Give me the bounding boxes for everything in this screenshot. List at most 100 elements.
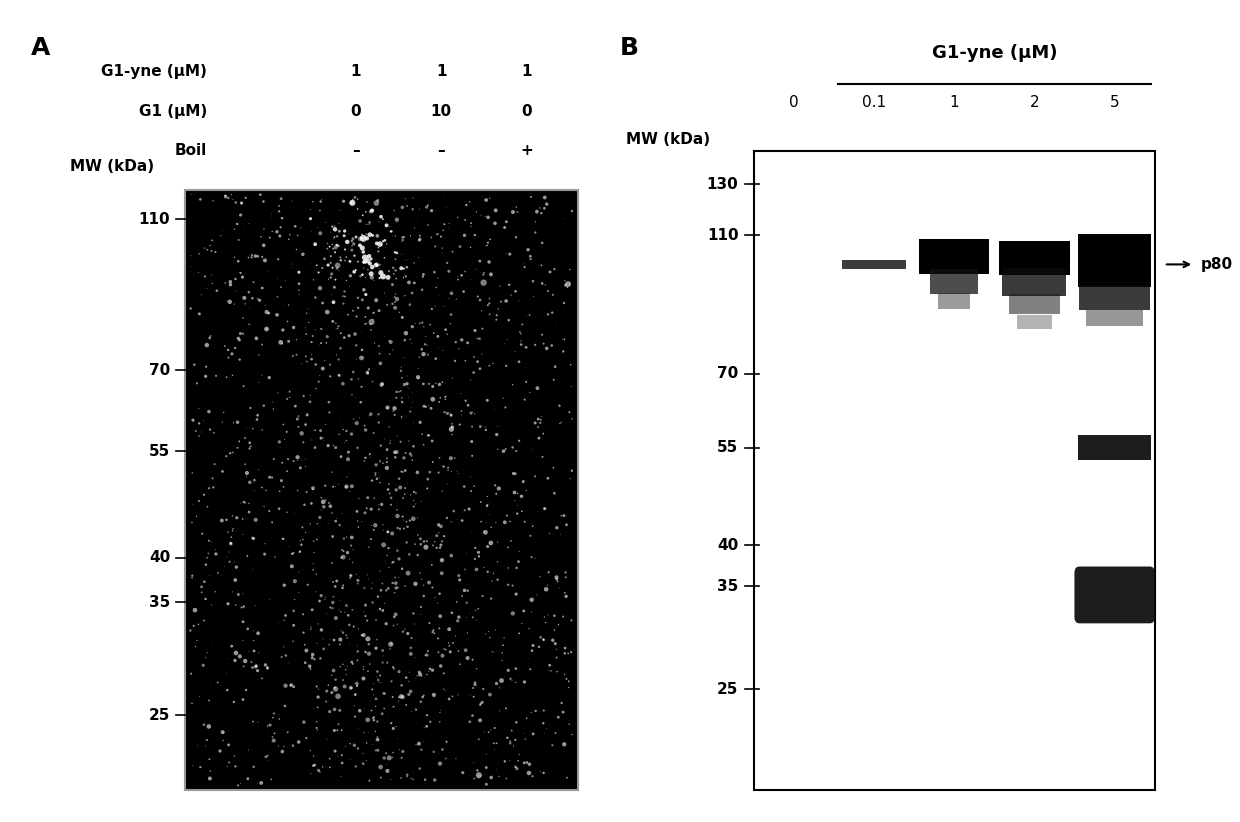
Point	[343, 232, 363, 245]
Point	[441, 607, 461, 620]
Point	[201, 330, 221, 343]
Point	[562, 205, 582, 218]
Point	[495, 515, 515, 529]
Point	[544, 487, 564, 500]
Point	[367, 633, 387, 646]
Point	[404, 256, 424, 270]
Point	[560, 571, 580, 584]
Point	[347, 677, 367, 690]
Point	[202, 277, 222, 290]
Text: 35: 35	[149, 595, 170, 610]
Point	[289, 288, 309, 301]
Point	[417, 709, 436, 722]
Point	[513, 475, 533, 488]
Point	[538, 566, 558, 579]
Point	[466, 604, 486, 617]
Point	[458, 652, 477, 665]
Point	[469, 603, 489, 616]
Point	[358, 572, 378, 585]
Point	[487, 535, 507, 548]
Point	[557, 281, 577, 294]
Text: 1: 1	[522, 64, 532, 79]
Point	[286, 243, 306, 256]
Point	[474, 725, 494, 738]
Point	[362, 271, 382, 284]
Point	[330, 427, 350, 441]
Point	[309, 617, 329, 630]
Text: 5: 5	[1110, 95, 1120, 110]
Point	[534, 727, 554, 740]
Text: 110: 110	[139, 212, 170, 227]
Point	[455, 584, 475, 597]
Point	[454, 406, 474, 419]
Point	[531, 764, 551, 778]
Point	[360, 218, 379, 231]
Point	[512, 617, 532, 630]
Point	[259, 307, 279, 320]
Point	[334, 377, 353, 390]
Point	[397, 200, 417, 213]
Point	[222, 510, 242, 523]
Point	[367, 259, 387, 272]
Point	[456, 611, 476, 624]
Point	[417, 201, 436, 214]
Point	[484, 300, 503, 313]
Point	[549, 581, 569, 594]
Point	[347, 417, 367, 430]
Point	[481, 537, 501, 550]
Point	[553, 333, 573, 346]
Point	[487, 443, 507, 456]
Point	[275, 299, 295, 312]
Point	[238, 251, 258, 264]
Point	[533, 450, 553, 464]
Point	[272, 280, 291, 293]
Point	[425, 591, 445, 604]
Point	[371, 270, 391, 284]
Point	[217, 684, 237, 697]
Point	[343, 413, 363, 426]
Point	[353, 284, 373, 297]
Point	[228, 332, 248, 345]
Point	[496, 442, 516, 455]
Point	[393, 690, 413, 704]
Point	[233, 327, 253, 340]
Point	[247, 659, 267, 672]
Point	[460, 689, 480, 702]
Point	[487, 556, 507, 569]
Point	[403, 773, 423, 786]
Point	[195, 242, 215, 255]
Point	[542, 306, 562, 319]
Point	[387, 503, 407, 516]
Point	[470, 713, 490, 727]
Point	[476, 748, 496, 761]
Point	[389, 552, 409, 566]
Point	[185, 603, 205, 616]
Point	[360, 229, 379, 242]
Point	[289, 566, 309, 579]
Point	[386, 229, 405, 242]
Point	[238, 744, 258, 757]
Point	[195, 488, 215, 501]
Point	[258, 661, 278, 674]
Point	[562, 645, 582, 658]
Point	[306, 382, 326, 395]
Point	[410, 233, 430, 246]
Point	[301, 767, 321, 780]
Point	[310, 369, 330, 382]
Point	[300, 741, 320, 755]
Point	[322, 238, 342, 251]
Point	[283, 493, 303, 506]
Point	[523, 275, 543, 288]
Point	[239, 751, 259, 764]
Point	[448, 464, 467, 478]
Point	[430, 610, 450, 623]
Point	[263, 225, 283, 238]
Point	[310, 227, 330, 240]
Point	[306, 567, 326, 580]
Point	[360, 216, 379, 229]
Point	[433, 743, 453, 756]
Point	[370, 339, 389, 353]
Point	[414, 535, 434, 548]
Point	[486, 204, 506, 217]
Point	[365, 345, 384, 358]
